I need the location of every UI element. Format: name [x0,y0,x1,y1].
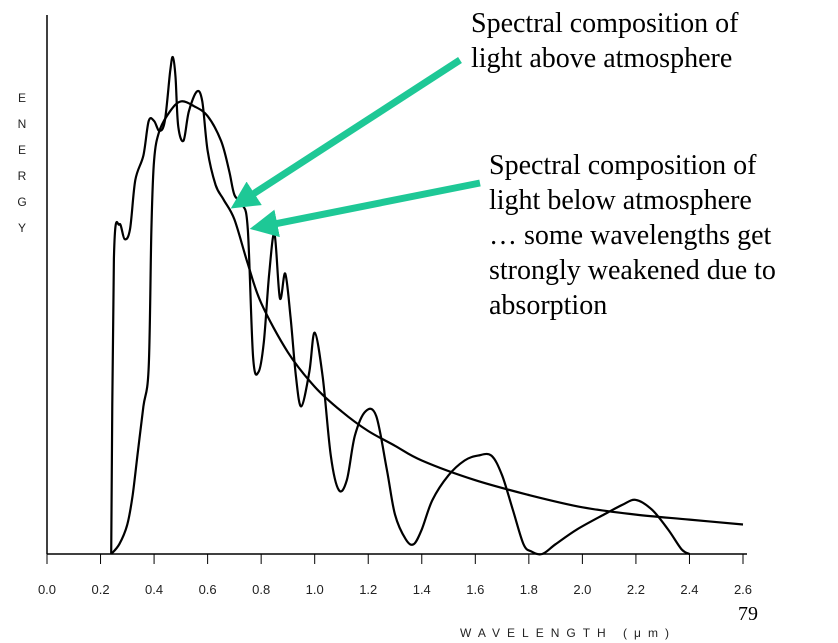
x-axis-label: WAVELENGTH (μm) [460,626,676,640]
annotation-above-line: Spectral composition of [471,8,739,39]
annotation-below-line: light below atmosphere [489,185,752,216]
x-tick-label: 1.4 [413,582,431,597]
x-tick-label: 1.0 [306,582,324,597]
x-tick-label: 0.8 [252,582,270,597]
x-tick-label: 2.6 [734,582,752,597]
series-line-above [110,55,744,555]
x-tick-label: 2.4 [680,582,698,597]
x-tick-label: 0.6 [199,582,217,597]
x-tick-label: 0.4 [145,582,163,597]
page-number: 79 [738,603,758,625]
x-tick-label: 0.2 [91,582,109,597]
x-tick-label: 2.2 [627,582,645,597]
x-tick-label: 1.8 [520,582,538,597]
annotation-below-atmosphere: Spectral composition of light below atmo… [489,148,776,323]
annotation-below-line: strongly weakened due to [489,255,776,286]
annotation-arrow-above [230,57,462,209]
annotation-arrow-below [249,179,481,238]
annotation-above-atmosphere: Spectral composition of light above atmo… [471,6,739,76]
annotation-below-line: absorption [489,290,608,321]
annotation-below-line: Spectral composition of [489,150,757,181]
annotation-above-line: light above atmosphere [471,43,733,74]
x-tick-label: 0.0 [38,582,56,597]
series-line-below [110,100,691,556]
annotation-below-line: … some wavelengths get [489,220,772,251]
x-tick-label: 2.0 [573,582,591,597]
x-tick-label: 1.6 [466,582,484,597]
x-tick-label: 1.2 [359,582,377,597]
